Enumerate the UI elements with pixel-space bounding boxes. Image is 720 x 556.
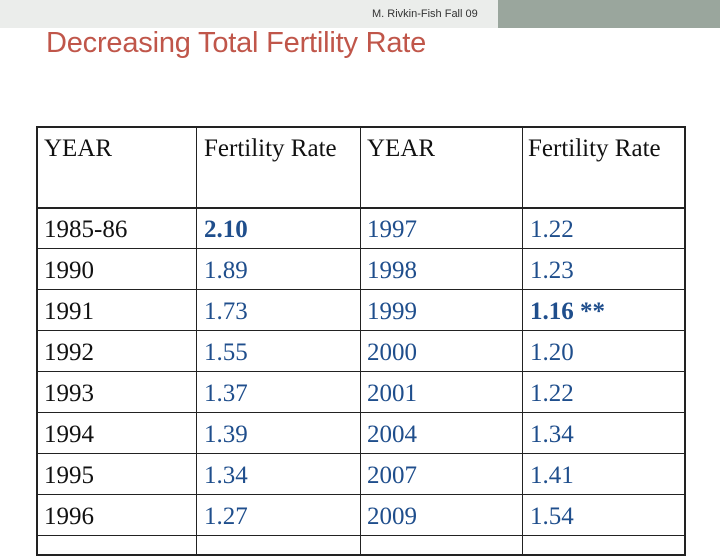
year-cell: 1992	[44, 339, 94, 366]
rate-cell: 1.89	[204, 257, 248, 284]
rate-cell: 1.22	[530, 216, 574, 243]
rate-cell: 1.20	[530, 339, 574, 366]
year-cell: 1985-86	[44, 216, 128, 243]
year-cell: 1996	[44, 503, 94, 530]
rate-cell: 1.39	[204, 421, 248, 448]
year-cell: 2009	[367, 503, 417, 530]
row-divider	[38, 330, 684, 331]
rate-cell: 1.54	[530, 503, 574, 530]
rate-cell: 1.37	[204, 380, 248, 407]
row-divider	[38, 453, 684, 454]
row-divider	[38, 412, 684, 413]
row-divider	[38, 289, 684, 290]
rate-cell: 1.41	[530, 462, 574, 489]
rate-cell: 1.55	[204, 339, 248, 366]
rate-cell: 1.16 **	[530, 298, 605, 325]
header-year-2: YEAR	[367, 135, 436, 162]
slide-credit: M. Rivkin-Fish Fall 09	[372, 8, 478, 20]
rate-cell: 1.27	[204, 503, 248, 530]
top-bar-light-segment	[0, 0, 498, 28]
year-cell: 1994	[44, 421, 94, 448]
year-cell: 1990	[44, 257, 94, 284]
year-cell: 2001	[367, 380, 417, 407]
year-cell: 1998	[367, 257, 417, 284]
year-cell: 1991	[44, 298, 94, 325]
top-bar	[0, 0, 720, 28]
year-cell: 1995	[44, 462, 94, 489]
year-cell: 2004	[367, 421, 417, 448]
row-divider	[38, 371, 684, 372]
header-fertility-rate-2: Fertility Rate	[528, 135, 661, 162]
header-divider	[38, 207, 684, 209]
year-cell: 2007	[367, 462, 417, 489]
column-divider	[360, 128, 361, 554]
rate-cell: 1.23	[530, 257, 574, 284]
year-cell: 1993	[44, 380, 94, 407]
column-divider	[196, 128, 197, 554]
fertility-table: YEAR Fertility Rate YEAR Fertility Rate …	[36, 126, 686, 556]
rate-cell: 1.34	[530, 421, 574, 448]
header-year-1: YEAR	[44, 135, 113, 162]
rate-cell: 2.10	[204, 216, 248, 243]
header-fertility-rate-1: Fertility Rate	[204, 135, 337, 162]
rate-cell: 1.73	[204, 298, 248, 325]
year-cell: 2000	[367, 339, 417, 366]
row-divider	[38, 248, 684, 249]
year-cell: 1999	[367, 298, 417, 325]
rate-cell: 1.34	[204, 462, 248, 489]
slide-title: Decreasing Total Fertility Rate	[46, 27, 427, 59]
row-divider	[38, 494, 684, 495]
year-cell: 1997	[367, 216, 417, 243]
rate-cell: 1.22	[530, 380, 574, 407]
column-divider	[522, 128, 523, 554]
row-divider	[38, 535, 684, 536]
